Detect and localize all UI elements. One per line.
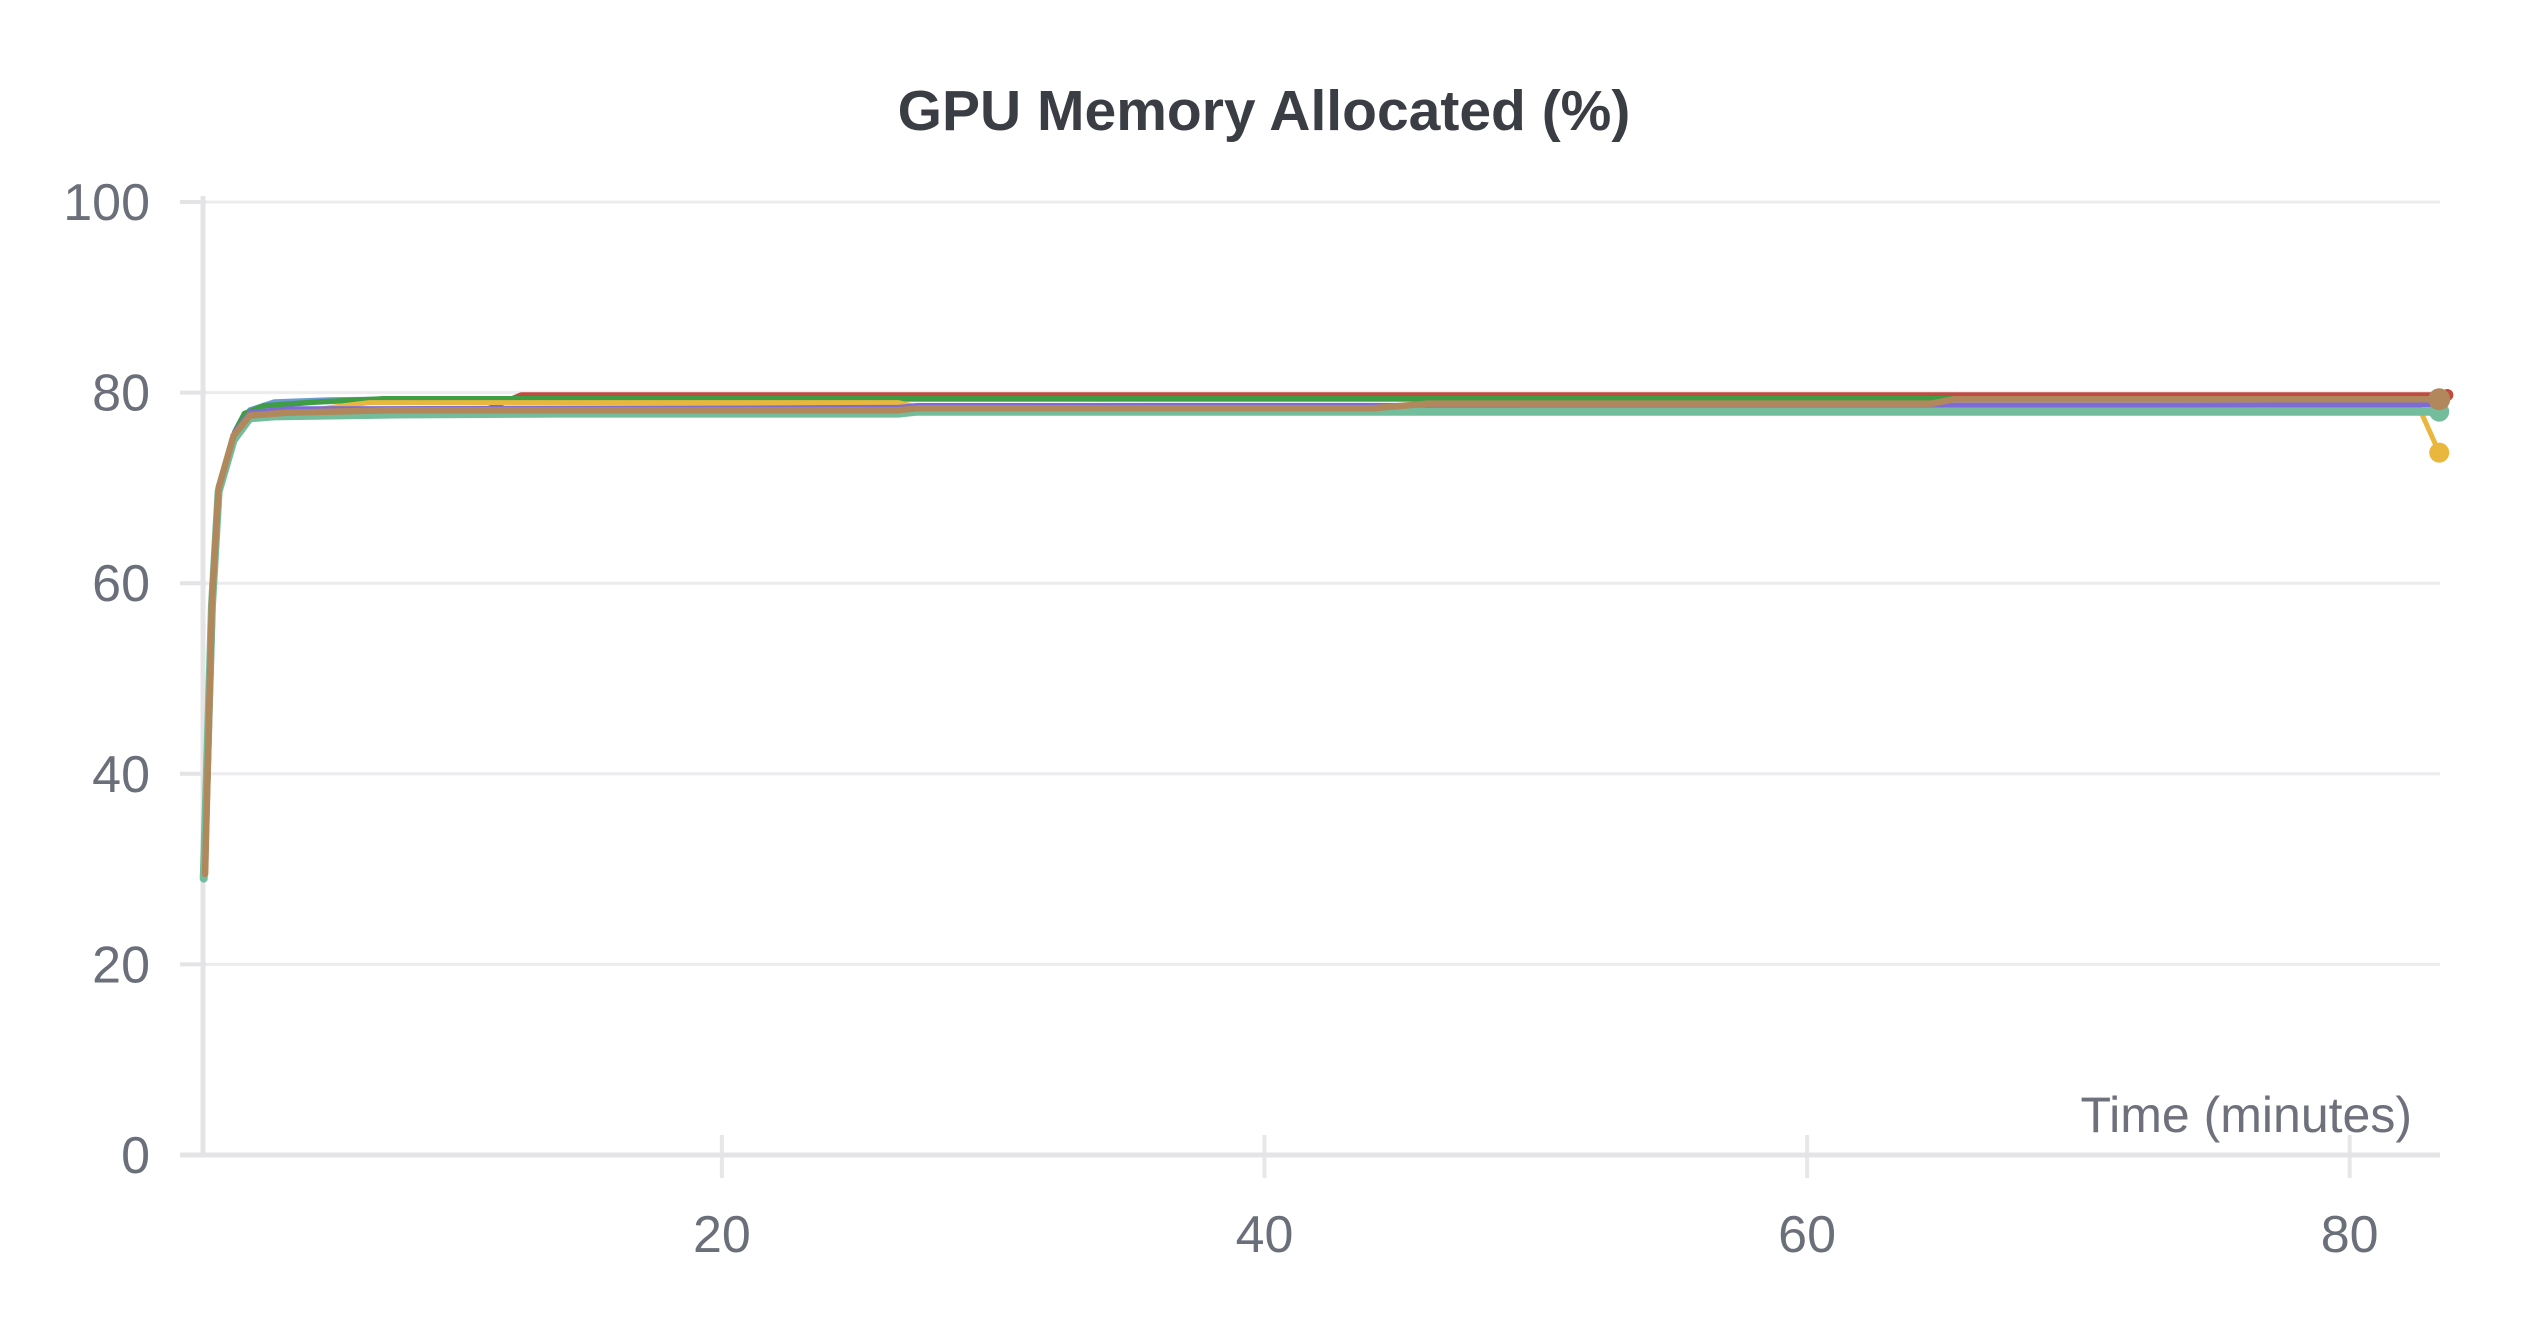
y-tick-label-0: 0 bbox=[121, 1127, 150, 1185]
y-tick-label-20: 20 bbox=[92, 936, 150, 994]
series-line-yellow bbox=[202, 400, 2442, 877]
series-line-red bbox=[202, 392, 2451, 877]
series-line-purple bbox=[202, 402, 2445, 873]
series-end-dot-brown bbox=[2428, 388, 2451, 411]
x-tick-label-80: 80 bbox=[2321, 1206, 2379, 1264]
series-line-green bbox=[202, 396, 2442, 875]
series-line-blue bbox=[202, 396, 2442, 877]
chart-title: GPU Memory Allocated (%) bbox=[897, 79, 1631, 143]
series-line-teal bbox=[199, 407, 2444, 883]
y-tick-label-40: 40 bbox=[92, 746, 150, 804]
y-tick-label-80: 80 bbox=[92, 365, 150, 423]
x-tick-label-60: 60 bbox=[1778, 1206, 1836, 1264]
series-line-brown bbox=[201, 396, 2443, 878]
x-axis-title: Time (minutes) bbox=[2080, 1087, 2412, 1143]
series-end-dot-yellow bbox=[2429, 442, 2450, 463]
y-tick-label-100: 100 bbox=[63, 174, 150, 232]
x-tick-label-40: 40 bbox=[1236, 1206, 1294, 1264]
x-tick-label-20: 20 bbox=[693, 1206, 751, 1264]
y-tick-label-60: 60 bbox=[92, 555, 150, 613]
